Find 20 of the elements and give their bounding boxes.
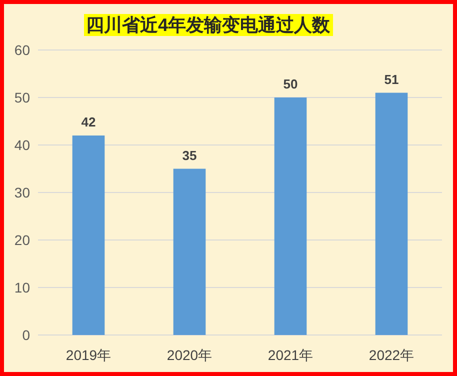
- y-tick-label: 50: [14, 90, 30, 106]
- data-label: 35: [182, 148, 197, 163]
- y-tick-label: 30: [14, 184, 30, 200]
- y-tick-label: 10: [14, 280, 30, 296]
- x-tick-label: 2020年: [166, 347, 212, 363]
- y-tick-label: 20: [14, 232, 30, 248]
- y-tick-label: 60: [14, 42, 30, 58]
- data-label: 50: [283, 76, 298, 92]
- bar: [375, 92, 408, 335]
- x-tick-label: 2022年: [368, 347, 414, 363]
- y-tick-label: 40: [14, 137, 30, 153]
- chart-title: 四川省近4年发输变电通过人数: [86, 15, 332, 35]
- bar: [173, 168, 206, 335]
- data-label: 51: [384, 72, 399, 87]
- y-tick-label: 0: [22, 327, 30, 343]
- x-tick-label: 2019年: [66, 347, 112, 363]
- data-label: 42: [81, 114, 96, 130]
- x-tick-label: 2021年: [268, 347, 314, 363]
- bar: [274, 98, 307, 335]
- bar: [72, 136, 105, 335]
